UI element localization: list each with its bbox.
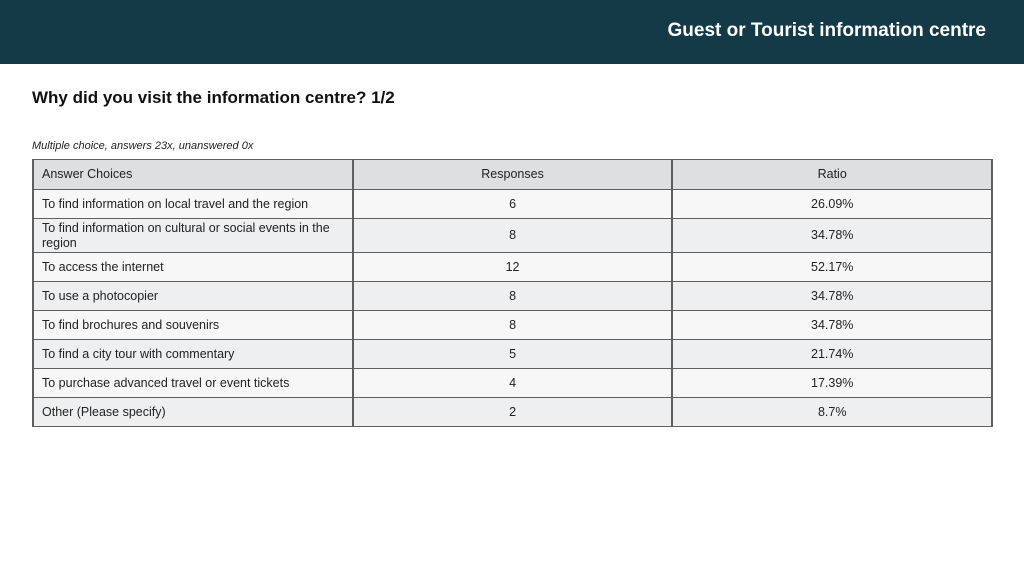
ratio-cell: 26.09%	[671, 189, 993, 219]
column-header-responses: Responses	[351, 159, 674, 190]
ratio-cell: 34.78%	[671, 310, 993, 340]
table-header-row: Answer Choices Responses Ratio	[32, 159, 993, 190]
answer-choice-cell: To find brochures and souvenirs	[32, 310, 354, 340]
answer-choice-cell: To use a photocopier	[32, 281, 354, 311]
responses-cell: 8	[351, 310, 674, 340]
table-row: To find brochures and souvenirs 8 34.78%	[32, 310, 993, 340]
responses-cell: 2	[351, 397, 674, 427]
ratio-cell: 17.39%	[671, 368, 993, 398]
results-table: Answer Choices Responses Ratio To find i…	[32, 159, 993, 427]
ratio-cell: 34.78%	[671, 281, 993, 311]
column-header-ratio: Ratio	[671, 159, 993, 190]
responses-cell: 5	[351, 339, 674, 369]
answer-choice-cell: To access the internet	[32, 252, 354, 282]
responses-cell: 8	[351, 281, 674, 311]
table-row: To find information on cultural or socia…	[32, 218, 993, 253]
answer-choice-cell: Other (Please specify)	[32, 397, 354, 427]
answer-choice-cell: To find a city tour with commentary	[32, 339, 354, 369]
header-bar: Guest or Tourist information centre	[0, 0, 1024, 64]
responses-cell: 4	[351, 368, 674, 398]
responses-cell: 8	[351, 218, 674, 253]
header-title: Guest or Tourist information centre	[667, 20, 986, 41]
answer-choice-cell: To find information on cultural or socia…	[32, 218, 354, 253]
ratio-cell: 34.78%	[671, 218, 993, 253]
table-row: To use a photocopier 8 34.78%	[32, 281, 993, 311]
question-title: Why did you visit the information centre…	[32, 88, 395, 107]
table-row: To access the internet 12 52.17%	[32, 252, 993, 282]
answer-choice-cell: To find information on local travel and …	[32, 189, 354, 219]
ratio-cell: 52.17%	[671, 252, 993, 282]
table-row: To find information on local travel and …	[32, 189, 993, 219]
ratio-cell: 8.7%	[671, 397, 993, 427]
question-meta: Multiple choice, answers 23x, unanswered…	[32, 140, 254, 152]
answer-choice-cell: To purchase advanced travel or event tic…	[32, 368, 354, 398]
column-header-answer-choices: Answer Choices	[32, 159, 354, 190]
responses-cell: 6	[351, 189, 674, 219]
table-row: To find a city tour with commentary 5 21…	[32, 339, 993, 369]
table-row: Other (Please specify) 2 8.7%	[32, 397, 993, 427]
responses-cell: 12	[351, 252, 674, 282]
table-row: To purchase advanced travel or event tic…	[32, 368, 993, 398]
ratio-cell: 21.74%	[671, 339, 993, 369]
